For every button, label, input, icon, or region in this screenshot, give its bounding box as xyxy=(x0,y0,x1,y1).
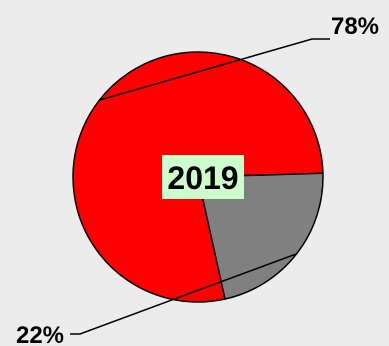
leader-line-22 xyxy=(70,253,297,335)
center-label-box xyxy=(162,155,244,199)
leader-line-78 xyxy=(99,38,330,101)
data-label-22: 22% xyxy=(16,322,64,346)
data-label-78: 78% xyxy=(331,13,379,40)
center-label: 2019 xyxy=(167,160,238,196)
leader-lines xyxy=(70,38,330,335)
